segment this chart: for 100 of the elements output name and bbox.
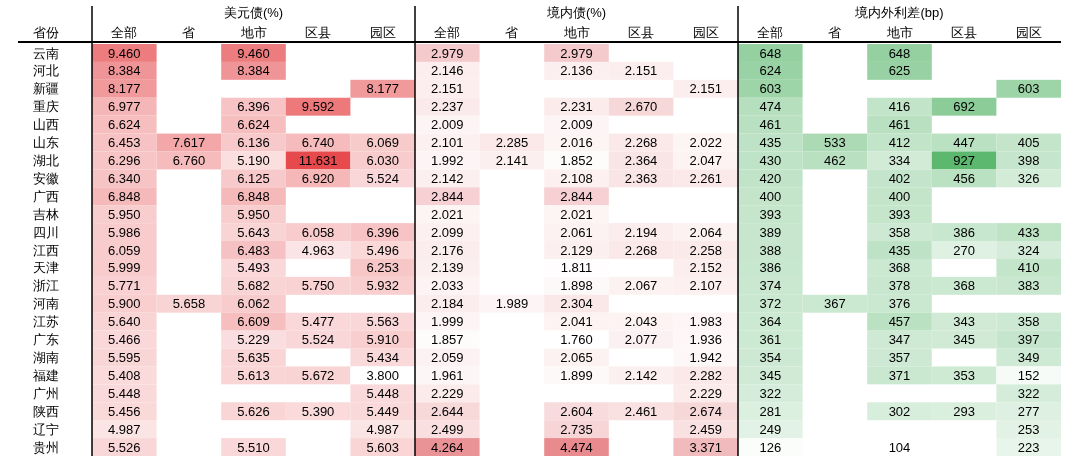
data-label: 402: [888, 170, 911, 186]
data-label: 386: [759, 260, 782, 276]
data-label: 2.009: [431, 117, 464, 133]
data-label: 1.811: [560, 260, 593, 276]
data-label: 2.304: [560, 296, 593, 312]
data-label: 152: [1017, 367, 1040, 383]
data-label: 6.058: [301, 224, 335, 240]
data-label: 6.920: [301, 170, 335, 186]
data-label: 6.609: [237, 314, 270, 330]
data-label: 2.043: [624, 314, 658, 330]
x-tick-label: 全部: [757, 25, 784, 40]
data-label: 5.635: [237, 350, 270, 366]
data-label: 378: [888, 278, 911, 294]
data-label: 692: [953, 99, 975, 115]
data-label: 2.136: [560, 63, 593, 79]
data-label: 2.009: [560, 117, 593, 133]
data-label: 5.900: [108, 296, 141, 312]
data-label: 5.682: [237, 278, 270, 294]
data-label: 2.065: [560, 350, 593, 366]
y-tick-label: 重庆: [33, 99, 59, 115]
data-label: 5.449: [366, 403, 399, 419]
x-tick-label: 省: [182, 25, 196, 40]
chart-title: 境内外利差(bp): [854, 5, 944, 20]
data-label: 2.151: [431, 81, 464, 97]
data-label: 474: [759, 99, 782, 115]
y-axis-title: 省份: [33, 25, 59, 40]
y-tick-label: 山西: [33, 117, 59, 133]
data-label: 412: [888, 135, 911, 151]
data-label: 5.950: [108, 206, 141, 222]
data-label: 1.961: [431, 367, 464, 383]
data-label: 249: [759, 421, 782, 437]
y-tick-label: 广西: [33, 188, 59, 204]
y-tick-label: 云南: [33, 45, 59, 61]
y-tick-label: 山东: [33, 135, 59, 151]
data-label: 5.448: [108, 385, 141, 401]
data-label: 5.526: [108, 439, 141, 455]
y-tick-label: 广州: [33, 385, 59, 401]
data-label: 3.371: [689, 439, 722, 455]
data-label: 5.595: [108, 350, 141, 366]
data-label: 5.910: [366, 332, 399, 348]
data-label: 5.999: [108, 260, 141, 276]
data-label: 104: [888, 439, 911, 455]
x-tick-label: 省: [828, 25, 842, 40]
data-label: 253: [1017, 421, 1040, 437]
data-label: 5.456: [108, 403, 141, 419]
data-label: 1.999: [431, 314, 464, 330]
data-label: 435: [888, 242, 911, 258]
data-label: 5.434: [366, 350, 399, 366]
data-label: 6.059: [108, 242, 141, 258]
data-label: 5.524: [301, 332, 335, 348]
y-tick-label: 陕西: [33, 403, 59, 419]
x-tick-label: 区县: [628, 25, 655, 40]
data-label: 2.363: [624, 170, 658, 186]
data-label: 371: [888, 367, 911, 383]
data-label: 1.989: [495, 296, 529, 312]
data-label: 2.644: [431, 403, 464, 419]
data-label: 3.800: [366, 367, 399, 383]
data-label: 6.740: [301, 135, 335, 151]
y-tick-label: 辽宁: [33, 421, 59, 437]
data-label: 2.059: [431, 350, 464, 366]
y-tick-label: 湖南: [33, 350, 59, 366]
data-label: 5.626: [237, 403, 270, 419]
data-label: 2.184: [431, 296, 464, 312]
y-tick-label: 福建: [33, 367, 59, 383]
data-label: 2.021: [431, 206, 464, 222]
data-label: 4.474: [560, 439, 593, 455]
data-label: 405: [1017, 135, 1040, 151]
data-label: 461: [888, 117, 911, 133]
data-label: 6.483: [237, 242, 270, 258]
data-label: 6.848: [108, 188, 141, 204]
data-label: 358: [888, 224, 911, 240]
data-label: 372: [759, 296, 782, 312]
data-label: 9.460: [237, 45, 270, 61]
y-tick-label: 吉林: [33, 206, 59, 222]
data-label: 457: [888, 314, 911, 330]
data-label: 9.592: [301, 99, 335, 115]
data-label: 5.229: [237, 332, 270, 348]
data-label: 416: [888, 99, 911, 115]
data-label: 374: [759, 278, 782, 294]
data-label: 533: [824, 135, 846, 151]
data-label: 364: [759, 314, 782, 330]
data-label: 400: [888, 188, 911, 204]
y-tick-label: 江西: [33, 242, 59, 258]
data-label: 2.231: [560, 99, 593, 115]
data-label: 430: [759, 152, 782, 168]
data-label: 2.844: [431, 188, 464, 204]
data-label: 2.077: [624, 332, 658, 348]
data-label: 368: [953, 278, 975, 294]
data-label: 2.141: [495, 152, 529, 168]
data-label: 2.151: [624, 63, 658, 79]
data-label: 6.624: [108, 117, 141, 133]
data-label: 625: [888, 63, 911, 79]
data-label: 357: [888, 350, 911, 366]
data-label: 5.640: [108, 314, 141, 330]
data-label: 6.296: [108, 152, 141, 168]
data-label: 2.499: [431, 421, 464, 437]
data-label: 2.152: [689, 260, 722, 276]
data-label: 6.125: [237, 170, 270, 186]
data-label: 2.604: [560, 403, 593, 419]
data-label: 353: [953, 367, 975, 383]
